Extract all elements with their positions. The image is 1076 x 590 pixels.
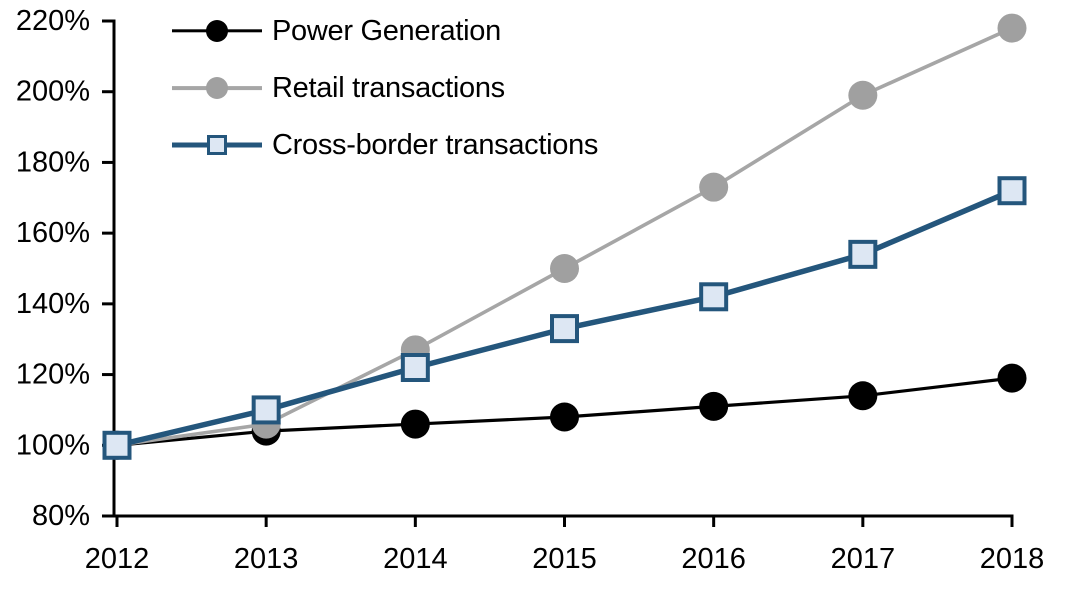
legend-swatch — [172, 16, 262, 46]
y-tick-label: 120% — [16, 359, 90, 391]
data-point-circle — [699, 391, 729, 421]
data-point-circle — [997, 13, 1027, 43]
x-tick-label: 2012 — [85, 543, 150, 575]
x-tick-label: 2017 — [831, 543, 896, 575]
data-point-square — [848, 239, 878, 269]
legend-marker-circle — [206, 77, 228, 99]
y-tick-label: 100% — [16, 429, 90, 461]
data-point-circle — [997, 363, 1027, 393]
y-tick-label: 160% — [16, 217, 90, 249]
data-point-square — [550, 314, 579, 344]
data-point-circle — [550, 254, 579, 283]
legend-label: Retail transactions — [272, 71, 505, 104]
x-tick-label: 2013 — [234, 543, 299, 575]
data-point-square — [251, 395, 281, 425]
data-point-circle — [550, 402, 579, 432]
data-point-circle — [699, 172, 729, 202]
x-tick-label: 2014 — [383, 543, 448, 575]
legend-label: Cross-border transactions — [272, 128, 599, 161]
x-tick-label: 2015 — [532, 543, 597, 575]
data-point-square — [400, 353, 430, 382]
x-tick-label: 2018 — [980, 543, 1045, 575]
data-point-circle — [848, 80, 878, 110]
data-point-square — [102, 430, 132, 460]
legend-swatch — [172, 130, 262, 160]
legend-item: Retail transactions — [172, 69, 598, 107]
legend-item: Cross-border transactions — [172, 126, 598, 164]
legend: Power Generation Retail transactions Cross… — [172, 12, 598, 183]
x-tick-label: 2016 — [681, 543, 746, 575]
legend-label: Power Generation — [272, 14, 501, 47]
data-point-square — [699, 282, 729, 312]
legend-item: Power Generation — [172, 12, 598, 50]
data-point-square — [997, 176, 1027, 206]
y-tick-label: 220% — [16, 5, 90, 37]
legend-marker-circle — [206, 20, 228, 42]
y-tick-label: 200% — [16, 76, 90, 108]
y-tick-label: 180% — [16, 146, 90, 178]
legend-marker-square — [207, 135, 227, 155]
y-tick-label: 80% — [32, 500, 90, 532]
data-point-circle — [848, 381, 878, 411]
y-tick-label: 140% — [16, 288, 90, 320]
legend-swatch — [172, 73, 262, 103]
data-point-circle — [400, 409, 430, 439]
